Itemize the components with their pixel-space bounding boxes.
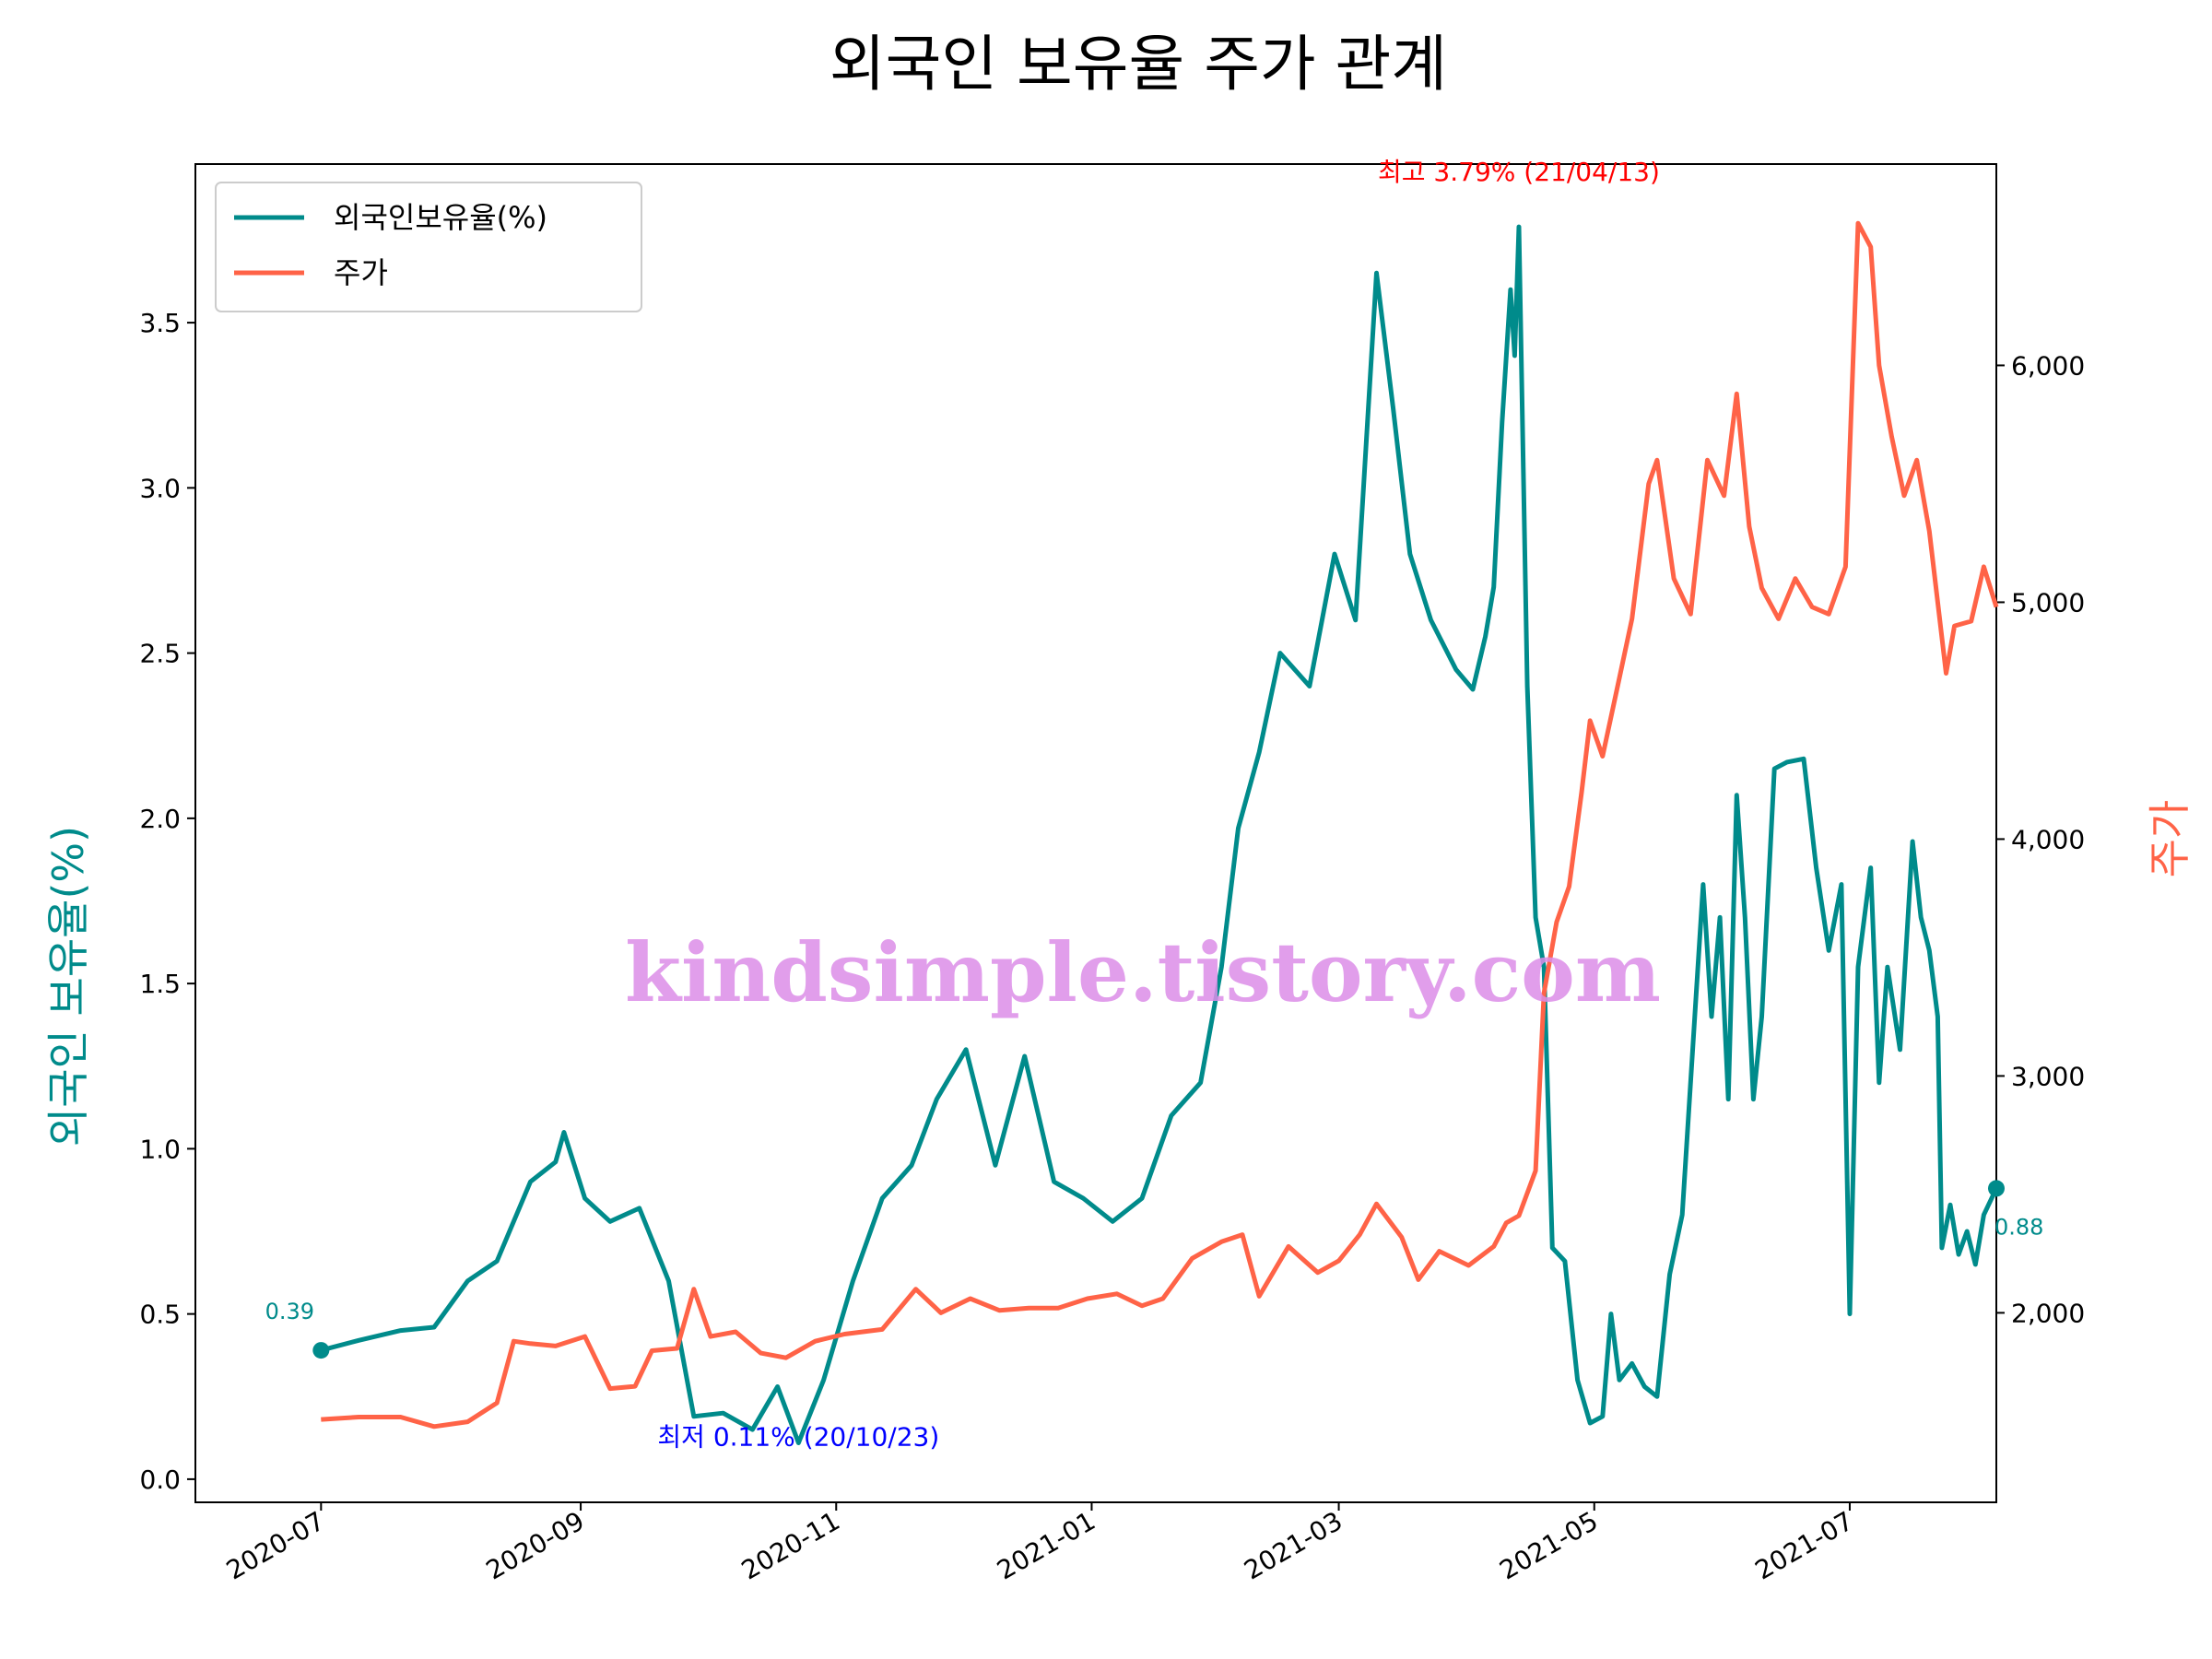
chart-title: 외국인 보유율 주가 관계 [830, 29, 1447, 100]
endpoint-marker [1988, 1180, 2005, 1197]
legend: 외국인보유율(%) 주가 [215, 182, 642, 312]
y-tick-label-left: 3.5 [139, 308, 181, 338]
y-tick-label-left: 0.5 [139, 1300, 181, 1330]
annotation-label: 최고 3.79% (21/04/13) [1378, 157, 1660, 187]
plot-frame [194, 163, 1997, 1503]
y-tick-label-left: 0.0 [139, 1465, 181, 1495]
x-tick-label: 2021-03 [1239, 1505, 1347, 1585]
x-tick-label: 2020-09 [481, 1505, 590, 1585]
y-axis-label-right: 주가 [2145, 800, 2194, 878]
y-tick-label-right: 4,000 [2011, 824, 2085, 854]
y-tick-label-left: 1.5 [139, 969, 181, 999]
x-tick-label: 2021-05 [1494, 1505, 1603, 1585]
endpoint-marker [312, 1342, 330, 1359]
legend-entry: 외국인보유율(%) [334, 200, 547, 235]
annotation-label: 0.39 [265, 1299, 314, 1324]
y-tick-label-right: 5,000 [2011, 587, 2085, 618]
y-axis-label-left: 외국인 보유율(%) [43, 826, 93, 1147]
series-line-foreign-ownership [320, 224, 1999, 1445]
legend-entry: 주가 [334, 255, 388, 290]
y-tick-label-right: 2,000 [2011, 1298, 2085, 1328]
y-tick-label-left: 2.0 [139, 804, 181, 834]
x-tick-label: 2021-07 [1750, 1505, 1859, 1585]
y-tick-label-right: 3,000 [2011, 1061, 2085, 1091]
annotation-label: 0.88 [1994, 1214, 2043, 1240]
plot-area: 0.0 0.5 1.0 1.5 2.0 2.5 3.0 3.5 2,000 3,000 4,000 5… [139, 163, 2085, 1586]
watermark-text: kindsimple.tistory.com [625, 924, 1661, 1020]
y-tick-label-left: 3.0 [139, 473, 181, 503]
x-tick-label: 2020-07 [221, 1505, 330, 1585]
x-tick-label: 2021-01 [992, 1505, 1100, 1585]
annotation-label: 최저 0.11% (20/10/23) [657, 1421, 939, 1452]
x-tick-label: 2020-11 [736, 1505, 845, 1585]
y-tick-label-left: 1.0 [139, 1134, 181, 1164]
series-line-price [321, 220, 1999, 1430]
y-tick-label-left: 2.5 [139, 639, 181, 669]
y-tick-label-right: 6,000 [2011, 350, 2085, 381]
legend-box [215, 182, 642, 312]
